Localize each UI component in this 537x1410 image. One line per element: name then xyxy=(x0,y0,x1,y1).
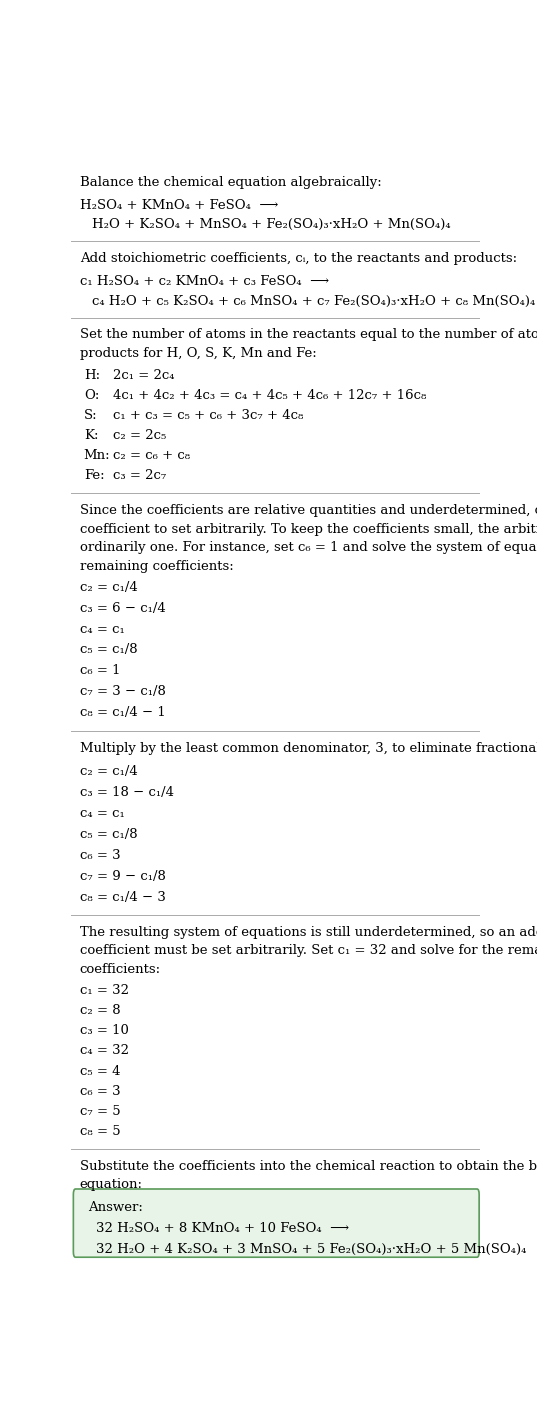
Text: c₆ = 3: c₆ = 3 xyxy=(79,1084,120,1098)
Text: Mn:: Mn: xyxy=(84,450,111,462)
Text: c₁ H₂SO₄ + c₂ KMnO₄ + c₃ FeSO₄  ⟶: c₁ H₂SO₄ + c₂ KMnO₄ + c₃ FeSO₄ ⟶ xyxy=(79,275,329,288)
Text: Multiply by the least common denominator, 3, to eliminate fractional coefficient: Multiply by the least common denominator… xyxy=(79,742,537,754)
Text: ordinarily one. For instance, set c₆ = 1 and solve the system of equations for t: ordinarily one. For instance, set c₆ = 1… xyxy=(79,541,537,554)
Text: 32 H₂SO₄ + 8 KMnO₄ + 10 FeSO₄  ⟶: 32 H₂SO₄ + 8 KMnO₄ + 10 FeSO₄ ⟶ xyxy=(96,1221,350,1235)
Text: c₄ = 32: c₄ = 32 xyxy=(79,1045,128,1058)
Text: Answer:: Answer: xyxy=(88,1201,143,1214)
Text: coefficients:: coefficients: xyxy=(79,963,161,976)
Text: O:: O: xyxy=(84,389,99,402)
Text: Balance the chemical equation algebraically:: Balance the chemical equation algebraica… xyxy=(79,176,381,189)
Text: Add stoichiometric coefficients, cᵢ, to the reactants and products:: Add stoichiometric coefficients, cᵢ, to … xyxy=(79,252,517,265)
Text: c₇ = 5: c₇ = 5 xyxy=(79,1105,120,1118)
Text: c₇ = 3 − c₁/8: c₇ = 3 − c₁/8 xyxy=(79,685,165,698)
Text: 2c₁ = 2c₄: 2c₁ = 2c₄ xyxy=(113,368,175,382)
Text: c₂ = c₁/4: c₂ = c₁/4 xyxy=(79,764,137,778)
Text: c₁ = 32: c₁ = 32 xyxy=(79,984,128,997)
Text: Set the number of atoms in the reactants equal to the number of atoms in the: Set the number of atoms in the reactants… xyxy=(79,329,537,341)
Text: c₆ = 1: c₆ = 1 xyxy=(79,664,120,677)
Text: c₈ = c₁/4 − 3: c₈ = c₁/4 − 3 xyxy=(79,891,165,904)
Text: c₃ = 2c₇: c₃ = 2c₇ xyxy=(113,470,166,482)
Text: c₂ = 8: c₂ = 8 xyxy=(79,1004,120,1017)
Text: c₄ = c₁: c₄ = c₁ xyxy=(79,807,125,819)
Text: S:: S: xyxy=(84,409,97,422)
Text: c₅ = c₁/8: c₅ = c₁/8 xyxy=(79,828,137,840)
Text: c₃ = 6 − c₁/4: c₃ = 6 − c₁/4 xyxy=(79,602,165,615)
Text: products for H, O, S, K, Mn and Fe:: products for H, O, S, K, Mn and Fe: xyxy=(79,347,316,360)
Text: c₁ + c₃ = c₅ + c₆ + 3c₇ + 4c₈: c₁ + c₃ = c₅ + c₆ + 3c₇ + 4c₈ xyxy=(113,409,303,422)
Text: Fe:: Fe: xyxy=(84,470,104,482)
Text: The resulting system of equations is still underdetermined, so an additional: The resulting system of equations is sti… xyxy=(79,926,537,939)
Text: coefficient to set arbitrarily. To keep the coefficients small, the arbitrary va: coefficient to set arbitrarily. To keep … xyxy=(79,523,537,536)
Text: c₅ = 4: c₅ = 4 xyxy=(79,1065,120,1077)
Text: remaining coefficients:: remaining coefficients: xyxy=(79,560,234,572)
Text: H₂SO₄ + KMnO₄ + FeSO₄  ⟶: H₂SO₄ + KMnO₄ + FeSO₄ ⟶ xyxy=(79,199,278,212)
Text: 32 H₂O + 4 K₂SO₄ + 3 MnSO₄ + 5 Fe₂(SO₄)₃·xH₂O + 5 Mn(SO₄)₄: 32 H₂O + 4 K₂SO₄ + 3 MnSO₄ + 5 Fe₂(SO₄)₃… xyxy=(96,1242,527,1255)
Text: c₈ = c₁/4 − 1: c₈ = c₁/4 − 1 xyxy=(79,706,165,719)
Text: c₂ = 2c₅: c₂ = 2c₅ xyxy=(113,429,166,443)
Text: c₄ = c₁: c₄ = c₁ xyxy=(79,623,125,636)
Text: K:: K: xyxy=(84,429,98,443)
Text: Substitute the coefficients into the chemical reaction to obtain the balanced: Substitute the coefficients into the che… xyxy=(79,1159,537,1173)
Text: c₅ = c₁/8: c₅ = c₁/8 xyxy=(79,643,137,657)
Text: Since the coefficients are relative quantities and underdetermined, choose a: Since the coefficients are relative quan… xyxy=(79,503,537,517)
Text: c₂ = c₆ + c₈: c₂ = c₆ + c₈ xyxy=(113,450,190,462)
Text: coefficient must be set arbitrarily. Set c₁ = 32 and solve for the remaining: coefficient must be set arbitrarily. Set… xyxy=(79,945,537,957)
Text: H:: H: xyxy=(84,368,100,382)
Text: equation:: equation: xyxy=(79,1179,143,1191)
Text: c₃ = 10: c₃ = 10 xyxy=(79,1024,128,1038)
Text: 4c₁ + 4c₂ + 4c₃ = c₄ + 4c₅ + 4c₆ + 12c₇ + 16c₈: 4c₁ + 4c₂ + 4c₃ = c₄ + 4c₅ + 4c₆ + 12c₇ … xyxy=(113,389,426,402)
FancyBboxPatch shape xyxy=(74,1189,479,1258)
Text: c₇ = 9 − c₁/8: c₇ = 9 − c₁/8 xyxy=(79,870,165,883)
Text: c₄ H₂O + c₅ K₂SO₄ + c₆ MnSO₄ + c₇ Fe₂(SO₄)₃·xH₂O + c₈ Mn(SO₄)₄: c₄ H₂O + c₅ K₂SO₄ + c₆ MnSO₄ + c₇ Fe₂(SO… xyxy=(92,295,535,307)
Text: c₆ = 3: c₆ = 3 xyxy=(79,849,120,862)
Text: H₂O + K₂SO₄ + MnSO₄ + Fe₂(SO₄)₃·xH₂O + Mn(SO₄)₄: H₂O + K₂SO₄ + MnSO₄ + Fe₂(SO₄)₃·xH₂O + M… xyxy=(92,219,451,231)
Text: c₂ = c₁/4: c₂ = c₁/4 xyxy=(79,581,137,594)
Text: c₃ = 18 − c₁/4: c₃ = 18 − c₁/4 xyxy=(79,785,173,799)
Text: c₈ = 5: c₈ = 5 xyxy=(79,1125,120,1138)
